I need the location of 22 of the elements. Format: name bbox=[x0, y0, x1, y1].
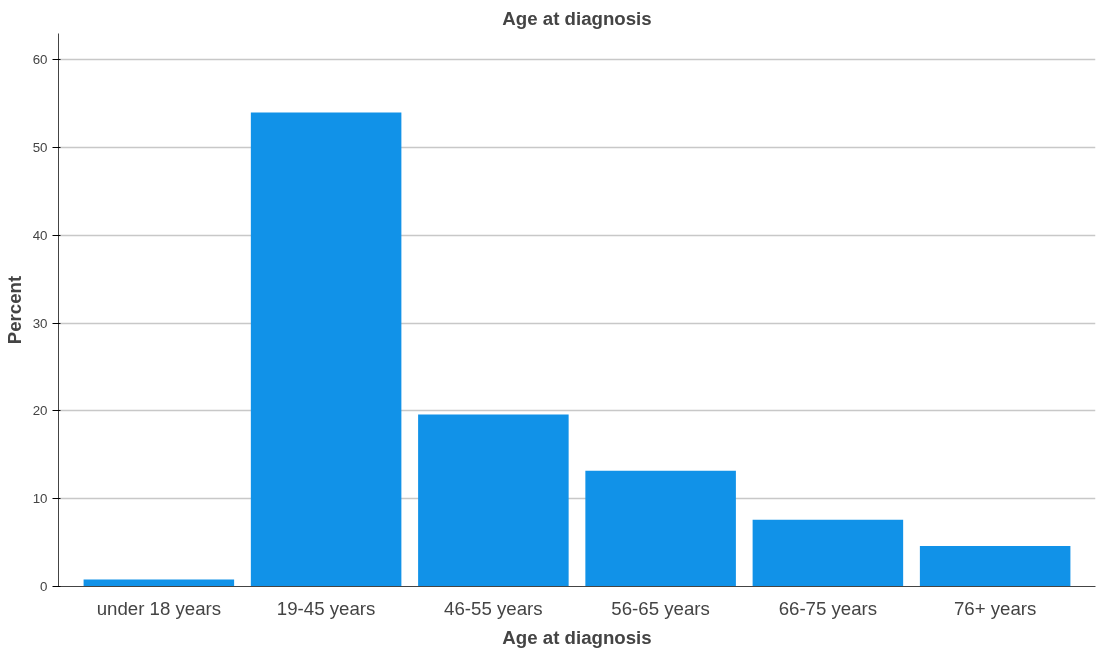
x-tick-label: under 18 years bbox=[96, 597, 222, 619]
y-tick-label: 40 bbox=[32, 227, 48, 243]
bar bbox=[418, 414, 569, 587]
y-tick-label: 10 bbox=[32, 491, 48, 507]
y-tick-label: 20 bbox=[32, 403, 48, 419]
bar bbox=[250, 112, 402, 587]
bar bbox=[752, 519, 904, 587]
x-tick-label: 66-75 years bbox=[778, 597, 878, 619]
x-tick-label: 19-45 years bbox=[276, 597, 376, 619]
x-axis-title: Age at diagnosis bbox=[502, 626, 652, 648]
y-tick-label: 30 bbox=[32, 315, 48, 331]
x-tick-label: 56-65 years bbox=[611, 597, 710, 619]
bar bbox=[83, 579, 235, 587]
chart-title: Age at diagnosis bbox=[502, 7, 652, 29]
y-axis-title: Percent bbox=[3, 275, 25, 345]
y-tick-label: 60 bbox=[32, 52, 48, 68]
x-tick-label: 76+ years bbox=[953, 597, 1037, 619]
y-tick-label: 50 bbox=[32, 140, 48, 156]
x-tick-label: 46-55 years bbox=[444, 597, 543, 619]
y-tick-label: 0 bbox=[40, 579, 48, 594]
bar bbox=[585, 470, 736, 587]
bar bbox=[919, 546, 1071, 587]
